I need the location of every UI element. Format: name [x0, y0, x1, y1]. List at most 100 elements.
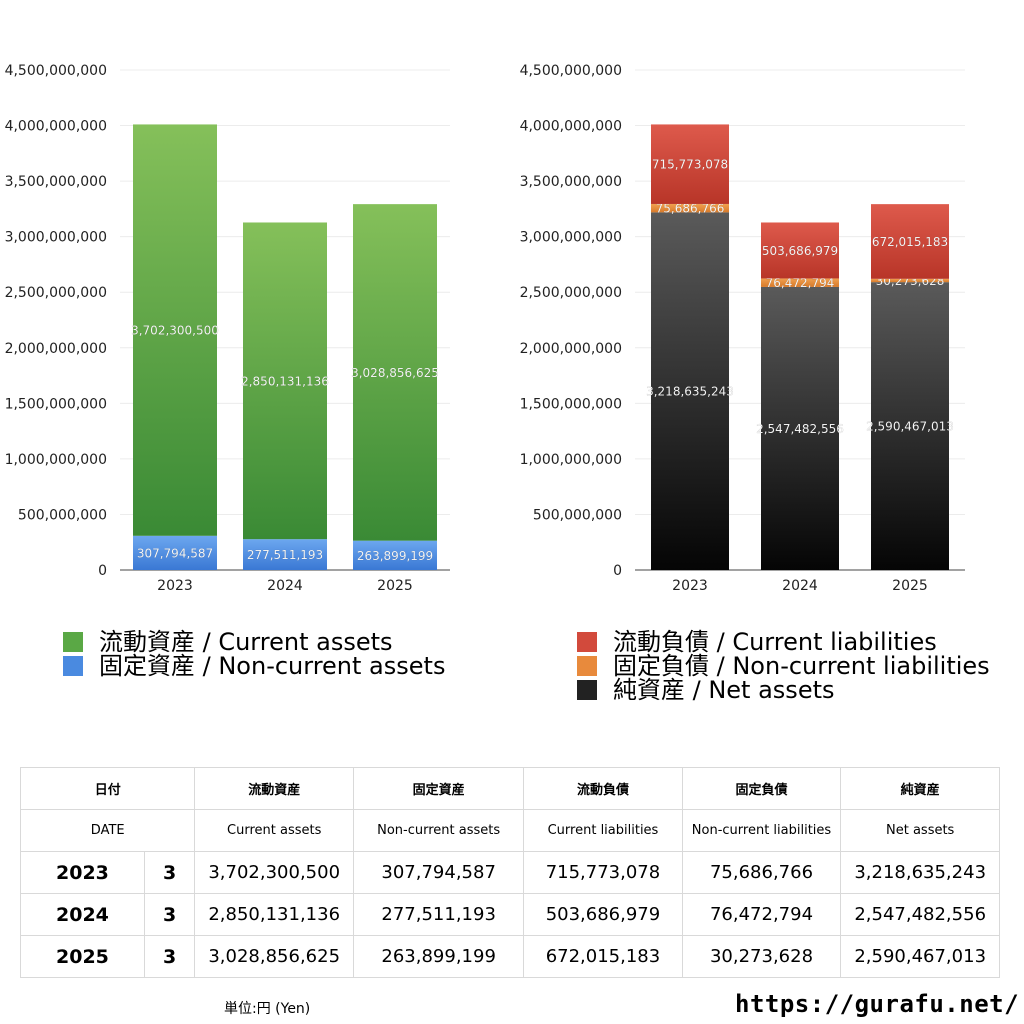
chart-1: 0 500,000,000 1,000,000,000 1,500,000,000 2,…: [5, 63, 450, 594]
header-net-assets-en: Net assets: [840, 809, 1000, 852]
x-tick-label: 2023: [157, 578, 193, 594]
cell-current-assets: 3,702,300,500: [194, 851, 354, 894]
legend-label: 固定資産 / Non-current assets: [99, 652, 446, 680]
cell-noncurrent-liabilities: 75,686,766: [681, 851, 842, 894]
row-month: 3: [143, 851, 196, 894]
x-tick-label: 2023: [672, 578, 708, 594]
table-header-ja: 日付 流動資産 固定資産 流動負債 固定負債 純資産: [19, 767, 1000, 810]
header-current-assets-en: Current assets: [194, 809, 354, 852]
data-label: 503,686,979: [762, 244, 838, 258]
legend-label: 純資産 / Net assets: [613, 676, 835, 704]
bar-segment: [871, 282, 949, 570]
legend-swatch: [577, 632, 597, 652]
header-date-ja: 日付: [19, 767, 196, 810]
legend-label: 固定負債 / Non-current liabilities: [613, 652, 990, 680]
y-tick-label: 500,000,000: [18, 507, 107, 523]
y-tick-label: 3,500,000,000: [520, 174, 622, 190]
cell-noncurrent-assets: 263,899,199: [352, 935, 525, 978]
cell-current-liabilities: 672,015,183: [523, 935, 683, 978]
cell-current-liabilities: 715,773,078: [523, 851, 683, 894]
y-tick-label: 2,500,000,000: [5, 285, 107, 301]
header-net-assets-ja: 純資産: [840, 767, 1000, 810]
cell-noncurrent-liabilities: 76,472,794: [681, 893, 842, 936]
header-noncurrent-liabilities-ja: 固定負債: [681, 767, 842, 810]
charts-canvas: 0 500,000,000 1,000,000,000 1,500,000,000 2,…: [5, 63, 965, 594]
legend-item: 流動資産 / Current assets: [63, 630, 445, 654]
bar-segment: [133, 124, 217, 536]
data-label: 277,511,193: [247, 548, 323, 562]
legend-item: 固定資産 / Non-current assets: [63, 654, 445, 678]
legend-swatch: [63, 632, 83, 652]
data-label: 307,794,587: [137, 546, 213, 560]
data-label: 715,773,078: [652, 158, 728, 172]
y-tick-label: 500,000,000: [533, 507, 622, 523]
x-tick-label: 2025: [892, 578, 928, 594]
y-tick-label: 2,000,000,000: [5, 341, 107, 357]
header-date-en: DATE: [19, 809, 196, 852]
table-row: 2025 3 3,028,856,625 263,899,199 672,015…: [20, 935, 1000, 978]
site-url[interactable]: https://gurafu.net/: [735, 990, 1020, 1018]
legend-swatch: [577, 680, 597, 700]
data-label: 75,686,766: [656, 202, 725, 216]
header-current-liabilities-ja: 流動負債: [523, 767, 683, 810]
bar-segment: [871, 204, 949, 279]
y-tick-label: 1,500,000,000: [5, 396, 107, 412]
y-tick-label: 1,000,000,000: [5, 452, 107, 468]
y-tick-label: 1,000,000,000: [520, 452, 622, 468]
balance-table: 日付 流動資産 固定資産 流動負債 固定負債 純資産 DATE Current …: [19, 767, 1000, 978]
bar-segment: [871, 278, 949, 283]
legend-liabilities: 流動負債 / Current liabilities 固定負債 / Non-cur…: [577, 630, 990, 702]
y-tick-label: 1,500,000,000: [520, 396, 622, 412]
header-noncurrent-assets-ja: 固定資産: [352, 767, 525, 810]
bar-segment: [243, 539, 327, 570]
data-label: 672,015,183: [872, 235, 948, 249]
table-row: 2023 3 3,702,300,500 307,794,587 715,773…: [20, 851, 1000, 894]
row-year: 2023: [20, 851, 145, 894]
bar-segment: [761, 286, 839, 570]
cell-noncurrent-assets: 307,794,587: [352, 851, 525, 894]
cell-current-assets: 2,850,131,136: [194, 893, 354, 936]
x-tick-label: 2024: [782, 578, 818, 594]
bar-segment: [133, 535, 217, 570]
y-tick-label: 2,500,000,000: [520, 285, 622, 301]
row-month: 3: [143, 935, 196, 978]
legend-label: 流動負債 / Current liabilities: [613, 628, 937, 656]
data-label: 3,702,300,500: [131, 324, 219, 338]
y-tick-label: 4,000,000,000: [520, 119, 622, 135]
data-label: 3,218,635,243: [646, 385, 734, 399]
data-label: 263,899,199: [357, 549, 433, 563]
cell-net-assets: 2,590,467,013: [840, 935, 1000, 978]
data-label: 2,850,131,136: [241, 374, 329, 388]
legend-item: 固定負債 / Non-current liabilities: [577, 654, 990, 678]
x-tick-label: 2025: [377, 578, 413, 594]
data-label: 2,590,467,013: [866, 420, 954, 434]
legend-item: 流動負債 / Current liabilities: [577, 630, 990, 654]
chart-2: 0 500,000,000 1,000,000,000 1,500,000,000 2,…: [520, 63, 965, 594]
row-month: 3: [143, 893, 196, 936]
y-tick-label: 3,000,000,000: [5, 230, 107, 246]
y-tick-label: 4,000,000,000: [5, 119, 107, 135]
table-row: 2024 3 2,850,131,136 277,511,193 503,686…: [20, 893, 1000, 936]
y-tick-label: 3,500,000,000: [5, 174, 107, 190]
data-label: 76,472,794: [766, 276, 835, 290]
cell-current-liabilities: 503,686,979: [523, 893, 683, 936]
row-year: 2025: [20, 935, 145, 978]
bar-segment: [651, 203, 729, 213]
data-label: 3,028,856,625: [351, 366, 439, 380]
cell-noncurrent-liabilities: 30,273,628: [681, 935, 842, 978]
data-label: 2,547,482,556: [756, 422, 844, 436]
cell-current-assets: 3,028,856,625: [194, 935, 354, 978]
header-current-liabilities-en: Current liabilities: [523, 809, 683, 852]
cell-noncurrent-assets: 277,511,193: [352, 893, 525, 936]
y-tick-label: 4,500,000,000: [5, 63, 107, 79]
legend-assets: 流動資産 / Current assets 固定資産 / Non-current …: [63, 630, 445, 678]
bar-segment: [761, 222, 839, 279]
y-tick-label: 0: [98, 563, 107, 579]
legend-item: 純資産 / Net assets: [577, 678, 990, 702]
bar-segment: [243, 222, 327, 540]
table-header-en: DATE Current assets Non-current assets C…: [19, 809, 1000, 852]
cell-net-assets: 3,218,635,243: [840, 851, 1000, 894]
x-tick-label: 2024: [267, 578, 303, 594]
bar-segment: [651, 124, 729, 204]
bar-segment: [651, 212, 729, 571]
